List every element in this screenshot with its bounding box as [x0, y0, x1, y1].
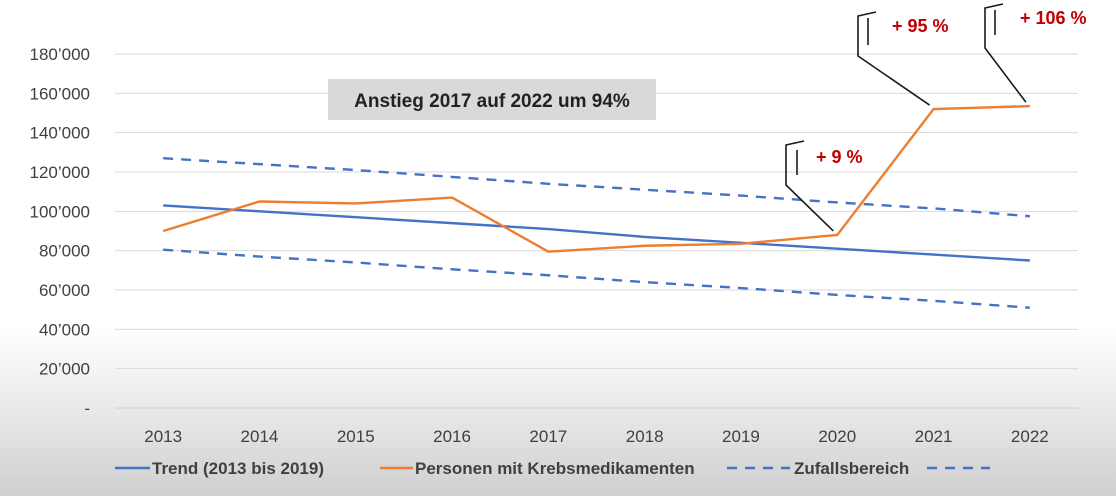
callout-leader-line [984, 3, 1027, 103]
x-tick-label: 2021 [915, 427, 953, 446]
callout-leader-line [785, 140, 834, 232]
x-tick-label: 2014 [241, 427, 279, 446]
x-tick-label: 2015 [337, 427, 375, 446]
callout-label: + 95 % [892, 16, 949, 36]
legend: Trend (2013 bis 2019) Personen mit Krebsm… [115, 459, 990, 478]
x-tick-label: 2018 [626, 427, 664, 446]
x-tick-label: 2013 [144, 427, 182, 446]
x-tick-label: 2016 [433, 427, 471, 446]
y-tick-label: 120’000 [29, 163, 90, 182]
y-tick-label: 180’000 [29, 45, 90, 64]
y-tick-label: 160’000 [29, 84, 90, 103]
callout-label: + 9 % [816, 147, 863, 167]
x-tick-label: 2017 [529, 427, 567, 446]
y-tick-label: 140’000 [29, 124, 90, 143]
y-axis-ticks: - 20’000 40’000 60’000 80’000 100’000 120’000 1… [29, 45, 90, 418]
y-tick-label: 100’000 [29, 202, 90, 221]
series-line-zufallsbereich-upper [163, 157, 1030, 218]
y-tick-label: 80’000 [39, 242, 90, 261]
series-line-zufallsbereich-lower [163, 248, 1030, 309]
legend-label: Zufallsbereich [794, 459, 909, 478]
series-line-personen [162, 104, 1030, 253]
x-axis-ticks: 2013 2014 2015 2016 2017 2018 2019 2020 2021 2022 [144, 427, 1049, 446]
legend-label: Personen mit Krebsmedikamenten [415, 459, 695, 478]
annotation-box-text: Anstieg 2017 auf 2022 um 94% [354, 91, 630, 112]
x-tick-label: 2019 [722, 427, 760, 446]
series-line-trend [163, 204, 1030, 262]
legend-label: Trend (2013 bis 2019) [152, 459, 324, 478]
y-tick-label: 40’000 [39, 320, 90, 339]
x-tick-label: 2020 [818, 427, 856, 446]
y-tick-label: 20’000 [39, 360, 90, 379]
callout-leader-line [857, 11, 931, 106]
y-tick-label: 60’000 [39, 281, 90, 300]
x-tick-label: 2022 [1011, 427, 1049, 446]
series-lines [162, 104, 1030, 309]
callouts: Anstieg 2017 auf 2022 um 94% + 9 % + 95 % +… [328, 3, 1087, 232]
annotation-box [328, 79, 656, 120]
callout-label: + 106 % [1020, 8, 1087, 28]
y-tick-label: - [84, 399, 90, 418]
